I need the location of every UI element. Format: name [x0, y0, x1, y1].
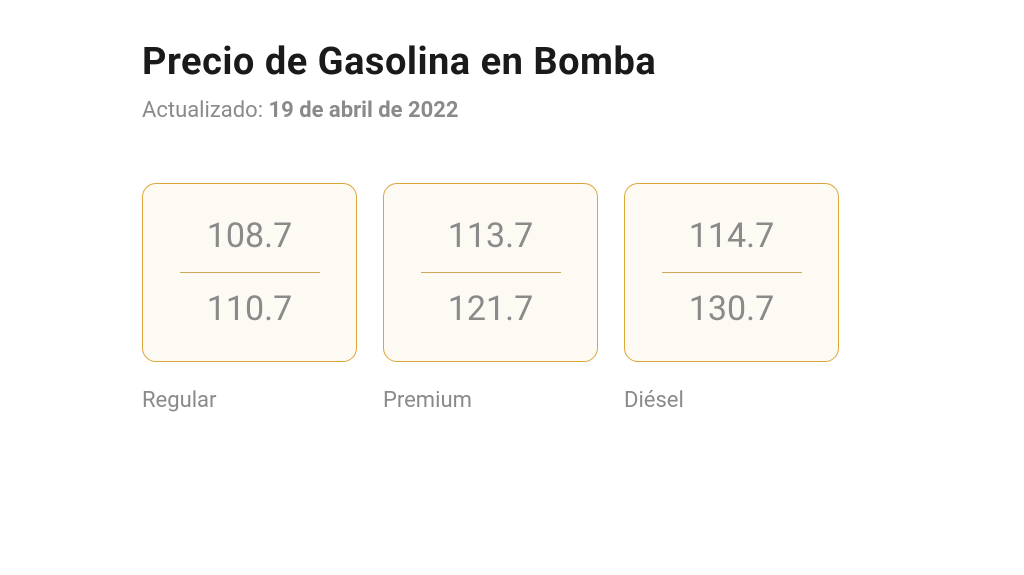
- fuel-label-regular: Regular: [142, 388, 357, 413]
- fuel-column-regular: 108.7 110.7 Regular: [142, 183, 357, 413]
- fuel-column-premium: 113.7 121.7 Premium: [383, 183, 598, 413]
- updated-prefix: Actualizado:: [142, 98, 268, 123]
- price-card-diesel: 114.7 130.7: [624, 183, 839, 362]
- price-high: 130.7: [689, 283, 774, 335]
- price-divider: [180, 272, 320, 273]
- price-card-premium: 113.7 121.7: [383, 183, 598, 362]
- price-low: 114.7: [689, 210, 774, 262]
- price-divider: [421, 272, 561, 273]
- price-cards-row: 108.7 110.7 Regular 113.7 121.7 Premium …: [142, 183, 1024, 413]
- price-divider: [662, 272, 802, 273]
- fuel-label-premium: Premium: [383, 388, 598, 413]
- price-low: 108.7: [207, 210, 292, 262]
- updated-line: Actualizado: 19 de abril de 2022: [142, 98, 1024, 123]
- price-high: 121.7: [448, 283, 533, 335]
- fuel-column-diesel: 114.7 130.7 Diésel: [624, 183, 839, 413]
- page-title: Precio de Gasolina en Bomba: [142, 40, 1024, 84]
- updated-date: 19 de abril de 2022: [268, 98, 458, 123]
- fuel-label-diesel: Diésel: [624, 388, 839, 413]
- price-card-regular: 108.7 110.7: [142, 183, 357, 362]
- price-high: 110.7: [207, 283, 292, 335]
- price-low: 113.7: [448, 210, 533, 262]
